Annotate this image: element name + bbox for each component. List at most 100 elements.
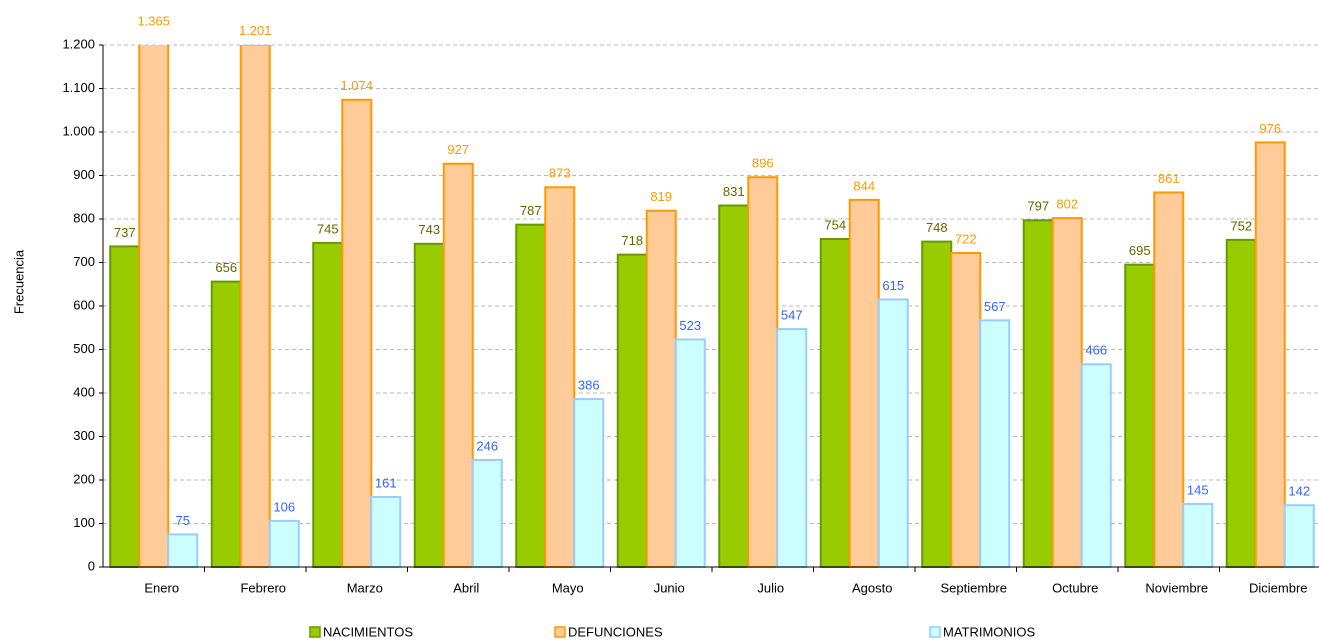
data-label: 523 xyxy=(679,318,701,333)
y-tick-label: 1.000 xyxy=(62,123,95,138)
bar xyxy=(979,319,1011,569)
x-tick-label: Noviembre xyxy=(1145,580,1208,595)
data-label: 737 xyxy=(114,225,136,240)
bar xyxy=(370,495,402,568)
data-label: 743 xyxy=(418,222,440,237)
data-label: 819 xyxy=(650,189,672,204)
data-label: 748 xyxy=(926,220,948,235)
bar xyxy=(747,176,779,569)
data-label: 386 xyxy=(578,378,600,393)
data-label: 745 xyxy=(317,221,339,236)
bar xyxy=(1283,504,1315,569)
bar xyxy=(1153,191,1185,568)
bar xyxy=(877,298,909,568)
bar xyxy=(1022,219,1054,568)
data-label: 106 xyxy=(273,499,295,514)
x-tick-label: Marzo xyxy=(347,580,383,595)
bar xyxy=(674,338,706,568)
y-tick-label: 200 xyxy=(73,471,95,486)
data-label: 466 xyxy=(1085,343,1107,358)
bar xyxy=(471,458,503,568)
data-label: 752 xyxy=(1230,218,1252,233)
data-label: 844 xyxy=(853,178,875,193)
bar xyxy=(138,45,170,569)
x-tick-label: Febrero xyxy=(240,580,286,595)
y-tick-label: 400 xyxy=(73,384,95,399)
legend-label: DEFUNCIONES xyxy=(568,624,663,639)
data-label: 873 xyxy=(549,166,571,181)
data-label: 831 xyxy=(723,184,745,199)
bar xyxy=(921,240,953,568)
y-tick-label: 500 xyxy=(73,341,95,356)
bar xyxy=(442,162,474,568)
data-label: 1.365 xyxy=(137,13,170,28)
data-label: 861 xyxy=(1158,171,1180,186)
y-tick-label: 0 xyxy=(88,558,95,573)
x-tick-label: Octubre xyxy=(1052,580,1098,595)
y-tick-label: 300 xyxy=(73,428,95,443)
x-tick-label: Diciembre xyxy=(1249,580,1308,595)
data-label: 722 xyxy=(955,231,977,246)
x-tick-label: Agosto xyxy=(852,580,892,595)
bar xyxy=(645,209,677,569)
bar xyxy=(819,238,851,568)
y-tick-label: 900 xyxy=(73,167,95,182)
data-label: 1.201 xyxy=(239,23,272,38)
x-tick-label: Julio xyxy=(757,580,784,595)
x-tick-label: Enero xyxy=(144,580,179,595)
bar xyxy=(515,223,547,568)
legend-swatch xyxy=(929,626,941,638)
data-label: 896 xyxy=(752,156,774,171)
bar xyxy=(1051,217,1083,568)
x-tick-label: Junio xyxy=(654,580,685,595)
data-label: 145 xyxy=(1187,482,1209,497)
y-axis-label: Frecuencia xyxy=(11,249,26,314)
data-label: 718 xyxy=(621,233,643,248)
bar xyxy=(1124,263,1156,568)
data-label: 754 xyxy=(824,217,846,232)
bar xyxy=(776,328,808,568)
data-label: 547 xyxy=(781,307,803,322)
data-label: 802 xyxy=(1056,197,1078,212)
bar xyxy=(1182,502,1214,568)
bar xyxy=(167,533,199,568)
bar xyxy=(573,398,605,568)
bar xyxy=(239,45,271,568)
bar xyxy=(848,198,880,569)
bar xyxy=(1080,363,1112,569)
x-tick-label: Abril xyxy=(453,580,479,595)
legend-label: MATRIMONIOS xyxy=(943,624,1036,639)
legend-swatch xyxy=(309,626,321,638)
bar xyxy=(413,242,445,568)
bar xyxy=(950,251,982,568)
bar xyxy=(210,280,242,568)
data-label: 246 xyxy=(476,438,498,453)
data-label: 787 xyxy=(520,203,542,218)
data-label: 976 xyxy=(1259,121,1281,136)
y-tick-label: 100 xyxy=(73,515,95,530)
x-tick-label: Septiembre xyxy=(941,580,1007,595)
bar xyxy=(718,204,750,568)
data-label: 1.074 xyxy=(340,78,373,93)
y-tick-label: 1.100 xyxy=(62,80,95,95)
plot-area xyxy=(109,45,1315,569)
bar xyxy=(109,245,141,568)
data-label: 927 xyxy=(447,142,469,157)
bar xyxy=(616,253,648,568)
data-label: 656 xyxy=(215,260,237,275)
data-label: 797 xyxy=(1027,199,1049,214)
data-label: 615 xyxy=(882,278,904,293)
data-label: 75 xyxy=(176,513,190,528)
data-label: 161 xyxy=(375,475,397,490)
y-tick-label: 600 xyxy=(73,297,95,312)
bar xyxy=(268,519,300,569)
legend-label: NACIMIENTOS xyxy=(323,624,413,639)
y-tick-label: 800 xyxy=(73,210,95,225)
data-label: 142 xyxy=(1288,484,1310,499)
x-tick-label: Mayo xyxy=(552,580,584,595)
bar xyxy=(544,186,576,568)
y-tick-label: 1.200 xyxy=(62,36,95,51)
data-label: 695 xyxy=(1129,243,1151,258)
bar xyxy=(1254,141,1286,568)
